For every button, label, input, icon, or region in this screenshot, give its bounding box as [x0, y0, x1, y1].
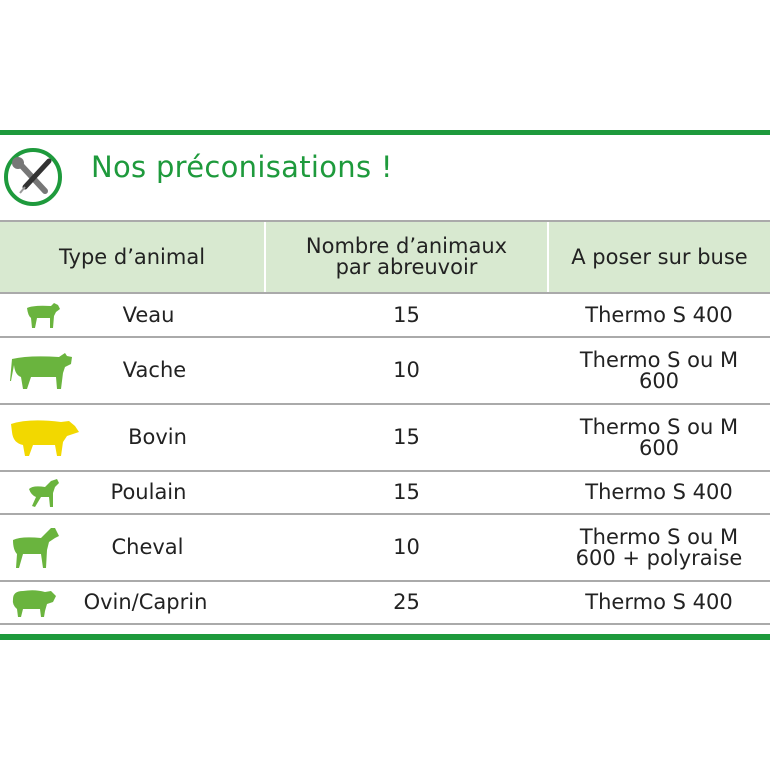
bull-icon: [11, 419, 79, 456]
animal-cell: Poulain: [0, 471, 265, 515]
animal-cell: Cheval: [0, 514, 265, 582]
count-cell: 25: [265, 581, 548, 625]
header-animal-count: Nombre d’animaux par abreuvoir: [264, 220, 548, 294]
animal-name: Cheval: [111, 535, 184, 559]
animal-cell: Ovin/Caprin: [0, 581, 265, 625]
top-divider: [0, 130, 770, 135]
animal-name: Bovin: [128, 425, 187, 449]
calf-icon: [27, 303, 60, 328]
nozzle-cell: Thermo S 400: [548, 471, 770, 515]
header-nozzle: A poser sur buse: [547, 220, 770, 294]
table-row: Cheval 10 Thermo S ou M 600 + polyraise: [0, 514, 770, 582]
animal-cell: Veau: [0, 293, 265, 338]
nozzle-cell: Thermo S ou M 600: [548, 337, 770, 405]
table-row: Ovin/Caprin 25 Thermo S 400: [0, 581, 770, 625]
header-animal-type: Type d’animal: [0, 220, 265, 294]
animal-name: Poulain: [110, 480, 187, 504]
count-cell: 15: [265, 293, 548, 338]
table-row: Bovin 15 Thermo S ou M 600: [0, 404, 770, 472]
count-cell: 15: [265, 471, 548, 515]
animal-name: Vache: [122, 358, 187, 382]
nozzle-cell: Thermo S 400: [548, 581, 770, 625]
count-cell: 15: [265, 404, 548, 472]
bottom-divider: [0, 634, 770, 640]
sheep-icon: [12, 589, 56, 617]
tools-wrench-screwdriver-icon: [4, 148, 62, 206]
foal-icon: [29, 478, 59, 507]
nozzle-cell: Thermo S ou M 600: [548, 404, 770, 472]
count-cell: 10: [265, 337, 548, 405]
animal-name: Ovin/Caprin: [83, 590, 208, 614]
count-cell: 10: [265, 514, 548, 582]
table-header-row: Type d’animal Nombre d’animaux par abreuv…: [0, 220, 770, 294]
table-row: Vache 10 Thermo S ou M 600: [0, 337, 770, 405]
animal-name: Veau: [122, 302, 175, 327]
table-row: Veau 15 Thermo S 400: [0, 293, 770, 338]
horse-icon: [13, 527, 59, 568]
nozzle-cell: Thermo S 400: [548, 293, 770, 338]
animal-cell: Vache: [0, 337, 265, 405]
cow-icon: [10, 352, 72, 389]
nozzle-cell: Thermo S ou M 600 + polyraise: [548, 514, 770, 582]
table-row: Poulain 15 Thermo S 400: [0, 471, 770, 515]
recommendations-table: Type d’animal Nombre d’animaux par abreuv…: [0, 220, 770, 625]
animal-cell: Bovin: [0, 404, 265, 472]
page-title: Nos préconisations !: [91, 150, 393, 184]
